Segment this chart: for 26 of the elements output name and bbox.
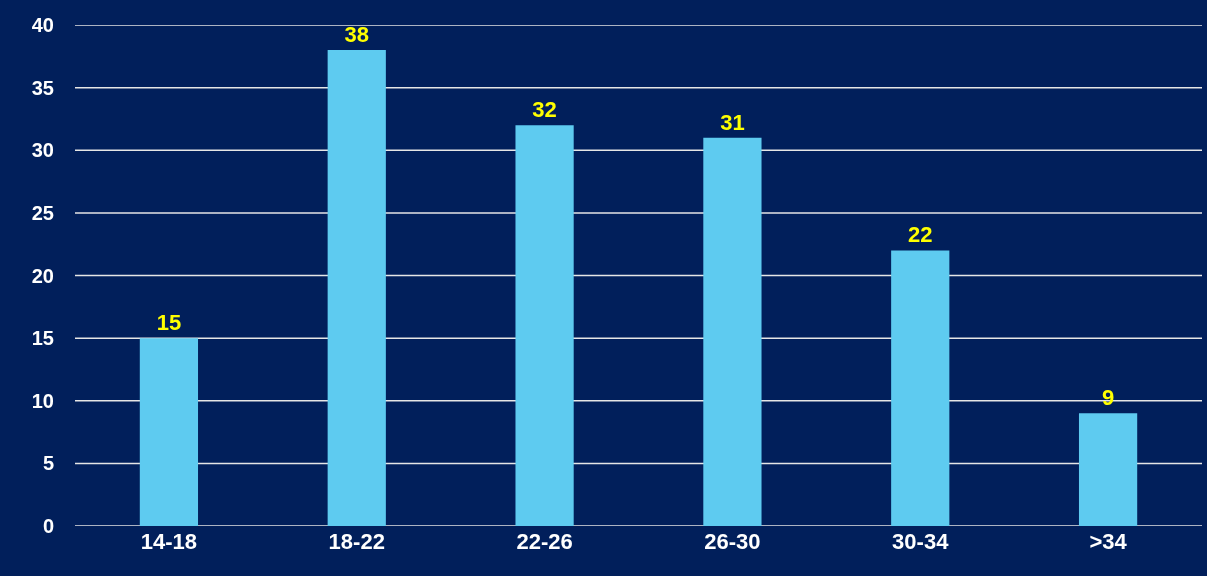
bar (515, 125, 574, 526)
bar (703, 137, 762, 526)
x-tick-label: 30-34 (892, 529, 950, 554)
y-tick-label: 30 (31, 139, 54, 162)
data-label: 32 (532, 97, 557, 123)
bar (1078, 413, 1138, 526)
x-tick-label: 14-18 (140, 529, 198, 554)
x-tick-label: 22-26 (516, 529, 573, 554)
y-tick-label: 25 (31, 201, 54, 224)
bar (891, 250, 950, 526)
y-tick-label: 5 (42, 452, 54, 475)
y-tick-label: 35 (31, 76, 54, 99)
data-label: 38 (344, 22, 369, 48)
bar (327, 50, 386, 526)
data-label: 15 (156, 310, 182, 336)
y-tick-label: 10 (31, 389, 54, 412)
data-label: 31 (720, 109, 745, 135)
data-label: 22 (908, 222, 933, 248)
x-tick-label: 18-22 (328, 529, 385, 554)
x-tick-label: 26-30 (704, 529, 761, 554)
x-tick-label: >34 (1089, 529, 1128, 554)
y-tick-label: 40 (31, 14, 54, 36)
y-tick-label: 0 (42, 515, 54, 537)
y-tick-label: 15 (31, 327, 54, 350)
y-tick-label: 20 (31, 264, 54, 287)
bar (139, 338, 199, 526)
